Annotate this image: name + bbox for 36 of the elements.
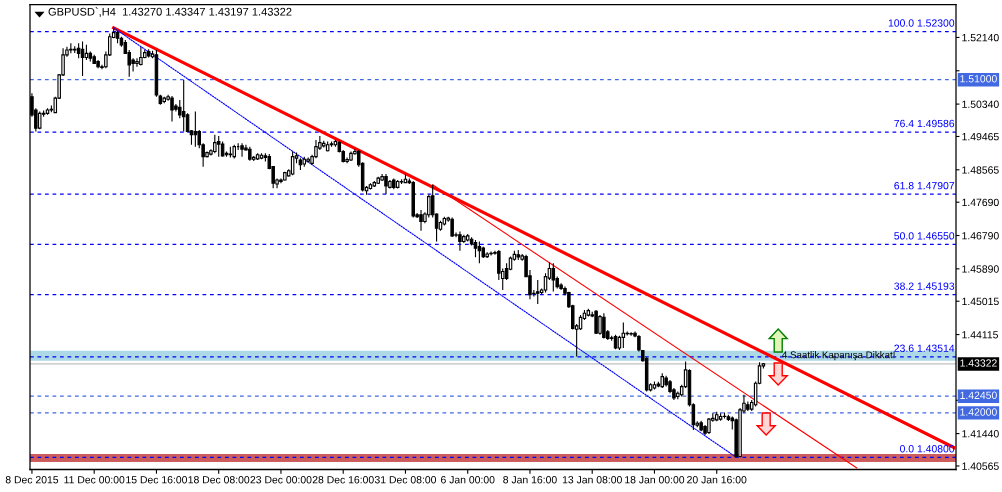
annotation: 76.4 1.49586 [894,119,955,128]
annotation: 50.0 1.46550 [894,232,955,240]
annotation: 100.0 1.52300 [888,19,955,27]
ref-line-label: 1.43322 [960,359,997,367]
annotation: 61.8 1.47907 [894,181,955,190]
x-tick-label: 6 Jan 00:00 [441,476,495,484]
x-tick-label: 8 Dec 2015 [5,476,59,484]
x-tick-label: 18 Dec 08:00 [188,476,250,484]
x-tick-label: 15 Dec 16:00 [126,476,188,484]
ref-line-label: 1.42450 [960,391,997,399]
x-tick-label: 28 Dec 16:00 [312,476,374,484]
y-tick-label: 1.41440 [962,430,999,438]
band-label: 4 Saatlik Kapanışa Dikkat! [782,351,895,361]
y-tick-label: 1.46790 [962,232,999,240]
x-tick-label: 23 Dec 00:00 [250,476,312,484]
x-tick-label: 8 Jan 16:00 [503,476,557,484]
x-tick-label: 11 Dec 00:00 [64,476,125,484]
y-tick-label: 1.50340 [962,100,999,108]
y-tick-label: 1.49465 [962,132,999,141]
annotation: 23.6 1.43514 [894,344,955,352]
y-tick-label: 1.44115 [962,331,998,339]
y-tick-label: 1.45015 [962,297,999,306]
y-tick-label: 1.48565 [962,166,999,174]
annotation: 0.0 1.40800 [900,445,955,453]
annotation: 38.2 1.45193 [894,282,955,290]
x-tick-label: 20 Jan 16:00 [687,476,747,484]
ref-line-label: 1.51000 [960,75,997,83]
chart-title: GBPUSD`,H4 1.43270 1.43347 1.43197 1.43322 [48,7,292,17]
y-tick-label: 1.45890 [962,265,999,273]
x-tick-label: 31 Dec 08:00 [374,476,437,484]
x-tick-label: 13 Jan 08:00 [562,476,622,484]
y-tick-label: 1.52140 [962,33,999,42]
y-tick-label: 1.40565 [962,462,999,470]
x-tick-label: 18 Jan 00:00 [625,476,685,484]
y-tick-label: 1.47690 [962,198,999,207]
ref-line-label: 1.42000 [960,408,997,416]
